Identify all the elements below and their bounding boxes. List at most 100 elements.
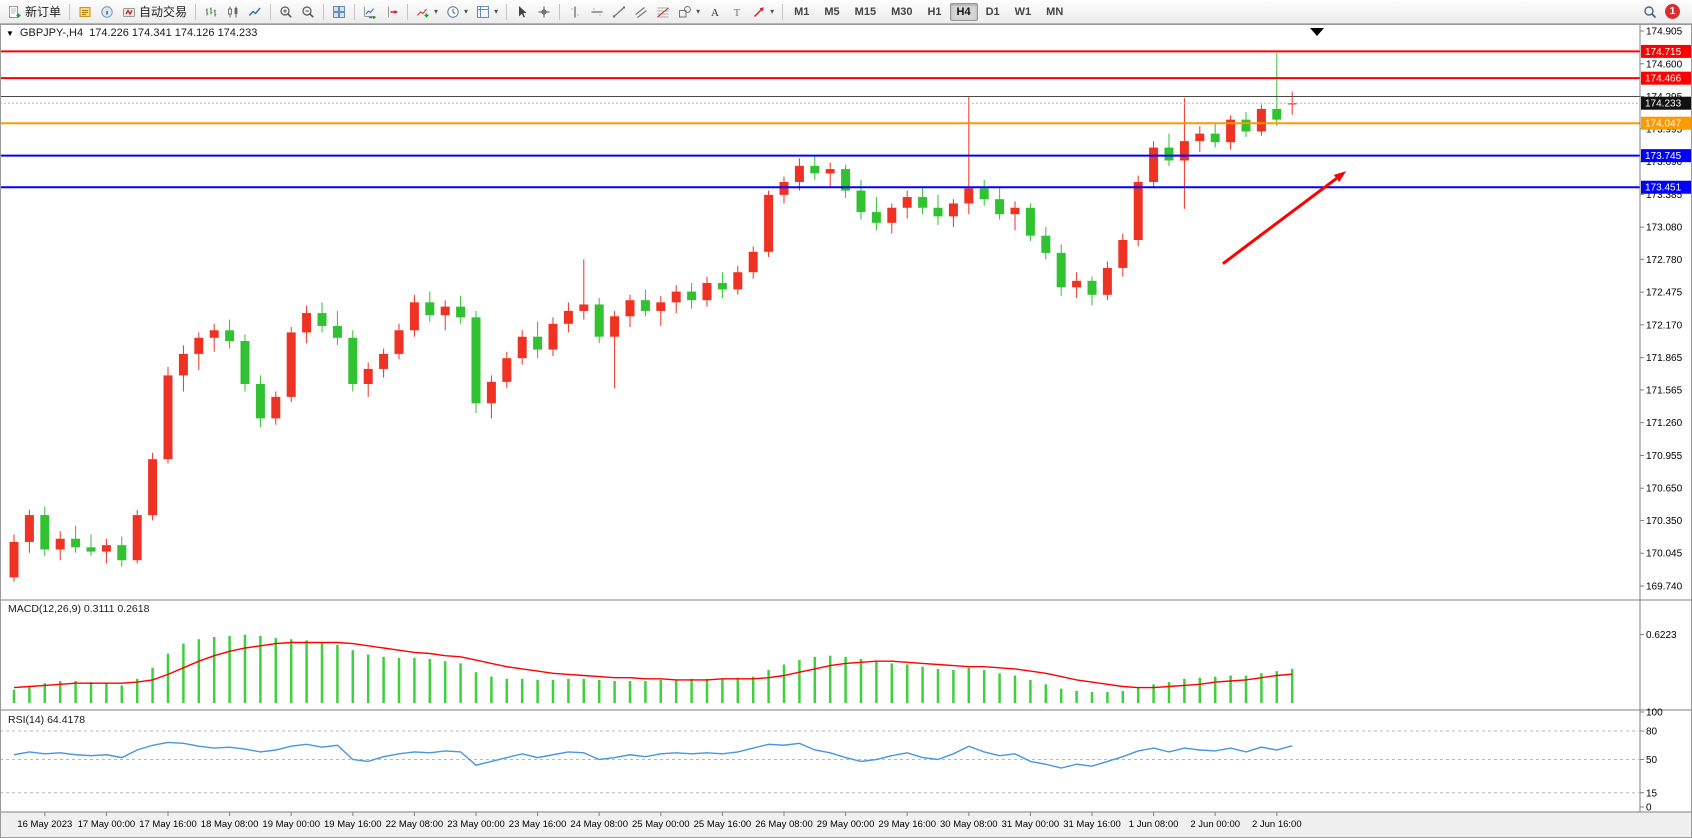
candle-bear xyxy=(640,300,650,311)
periods-icon xyxy=(446,5,460,19)
candle-bull xyxy=(1226,119,1236,143)
timeframe-m15-button[interactable]: M15 xyxy=(848,3,883,21)
candle-bear xyxy=(40,515,50,550)
svg-text:15: 15 xyxy=(1646,788,1658,799)
shapes-button[interactable]: ▾ xyxy=(674,2,704,22)
vertical-line-button[interactable] xyxy=(564,2,586,22)
candle-bull xyxy=(625,300,635,317)
timeframe-w1-button[interactable]: W1 xyxy=(1008,3,1039,21)
svg-text:173.995: 173.995 xyxy=(1646,124,1683,135)
candle-bull xyxy=(948,203,958,217)
candlestick-chart-button[interactable] xyxy=(222,2,244,22)
candle-bull xyxy=(55,538,65,550)
candle-bear xyxy=(348,337,358,384)
fibonacci-button[interactable] xyxy=(652,2,674,22)
zoom-in-button[interactable] xyxy=(275,2,297,22)
svg-text:26 May 08:00: 26 May 08:00 xyxy=(755,819,813,830)
candle-bull xyxy=(656,302,666,311)
channel-button[interactable] xyxy=(630,2,652,22)
indicators-icon xyxy=(416,5,430,19)
notification-badge[interactable]: 1 xyxy=(1665,4,1680,19)
timeframe-m5-button[interactable]: M5 xyxy=(817,3,846,21)
symbol-period-label: GBPJPY-,H4 xyxy=(19,27,84,39)
community-button[interactable] xyxy=(96,2,118,22)
indicators-button[interactable]: ▾ xyxy=(412,2,442,22)
svg-text:2 Jun 16:00: 2 Jun 16:00 xyxy=(1252,819,1302,830)
label-button[interactable]: T xyxy=(726,2,748,22)
price-tag-174.466 xyxy=(1641,71,1691,85)
crosshair-button[interactable] xyxy=(533,2,555,22)
tile-windows-button[interactable] xyxy=(328,2,350,22)
new-order-button[interactable]: 新订单 xyxy=(4,2,65,22)
candle-bear xyxy=(1041,235,1051,253)
candle-bull xyxy=(794,165,804,182)
price-tag-174.047 xyxy=(1641,116,1691,130)
autoscroll-button[interactable] xyxy=(359,2,381,22)
arrow-annotation[interactable] xyxy=(1221,177,1338,265)
candle-bear xyxy=(533,336,543,350)
autotrading-icon xyxy=(122,5,136,19)
one-click-trading-toggle[interactable]: ▼ xyxy=(6,28,14,38)
zoom-out-button[interactable] xyxy=(297,2,319,22)
line-chart-button[interactable] xyxy=(244,2,266,22)
timeframe-mn-button[interactable]: MN xyxy=(1039,3,1070,21)
horizontal-line-icon xyxy=(590,5,604,19)
trendline-button[interactable] xyxy=(608,2,630,22)
ohlc-values: 174.226 174.341 174.126 174.233 xyxy=(89,27,258,39)
svg-text:18 May 08:00: 18 May 08:00 xyxy=(201,819,259,830)
candle-bull xyxy=(302,313,312,333)
crosshair-icon xyxy=(537,5,551,19)
bar-chart-icon xyxy=(204,5,218,19)
macd-panel: 0.6223 xyxy=(12,630,1677,703)
templates-button[interactable]: ▾ xyxy=(472,2,502,22)
candle-bear xyxy=(456,306,466,318)
candle-bull xyxy=(194,337,204,354)
chart-canvas[interactable]: 174.905174.600174.295173.995173.690173.3… xyxy=(0,24,1692,838)
candle-bull xyxy=(964,188,974,204)
candle-bear xyxy=(810,165,820,174)
autotrading-button[interactable]: 自动交易 xyxy=(118,2,191,22)
horizontal-line-button[interactable] xyxy=(586,2,608,22)
candle-bull xyxy=(24,515,34,542)
templates-icon xyxy=(476,5,490,19)
svg-text:174.233: 174.233 xyxy=(1645,99,1682,110)
time-axis-strip xyxy=(0,812,1692,838)
timeframe-m1-button[interactable]: M1 xyxy=(787,3,816,21)
timeframe-toolbar: M1 M5 M15 M30 H1 H4 D1 W1 MN xyxy=(787,2,1070,21)
candle-bull xyxy=(1102,267,1112,295)
svg-text:100: 100 xyxy=(1646,708,1663,719)
cursor-button[interactable] xyxy=(511,2,533,22)
chart-shift-button[interactable] xyxy=(381,2,403,22)
periods-button[interactable]: ▾ xyxy=(442,2,472,22)
candle-bull xyxy=(517,336,527,359)
candle-bear xyxy=(471,317,481,404)
timeframe-d1-button[interactable]: D1 xyxy=(979,3,1007,21)
candle-bear xyxy=(1025,207,1035,236)
candle-bear xyxy=(117,545,127,561)
candle-bull xyxy=(548,323,558,350)
new-order-icon xyxy=(8,5,22,19)
tile-windows-icon xyxy=(332,5,346,19)
svg-text:173.451: 173.451 xyxy=(1645,183,1682,194)
candle-bull xyxy=(610,316,620,337)
timeframe-h1-button[interactable]: H1 xyxy=(920,3,948,21)
candle-bull xyxy=(1010,207,1020,215)
timeframe-m30-button[interactable]: M30 xyxy=(884,3,919,21)
horizontal-line-objects[interactable] xyxy=(0,50,1640,189)
candle-bear xyxy=(995,199,1005,215)
candle-bull xyxy=(1179,141,1189,161)
candle-bear xyxy=(71,538,81,548)
metaeditor-button[interactable] xyxy=(74,2,96,22)
candle-bear xyxy=(933,207,943,217)
timeframe-h4-button[interactable]: H4 xyxy=(949,2,978,21)
search-button[interactable] xyxy=(1639,2,1661,22)
bar-chart-button[interactable] xyxy=(200,2,222,22)
candle-bear xyxy=(225,330,235,342)
text-button[interactable]: A xyxy=(704,2,726,22)
svg-text:17 May 00:00: 17 May 00:00 xyxy=(78,819,136,830)
arrows-button[interactable]: ▾ xyxy=(748,2,778,22)
chart-shift-marker[interactable] xyxy=(1310,28,1324,36)
chart-title-bar: ▼ GBPJPY-,H4 174.226 174.341 174.126 174… xyxy=(6,27,257,39)
candle-bull xyxy=(394,330,404,354)
arrow-annotation-head[interactable] xyxy=(1333,171,1347,183)
